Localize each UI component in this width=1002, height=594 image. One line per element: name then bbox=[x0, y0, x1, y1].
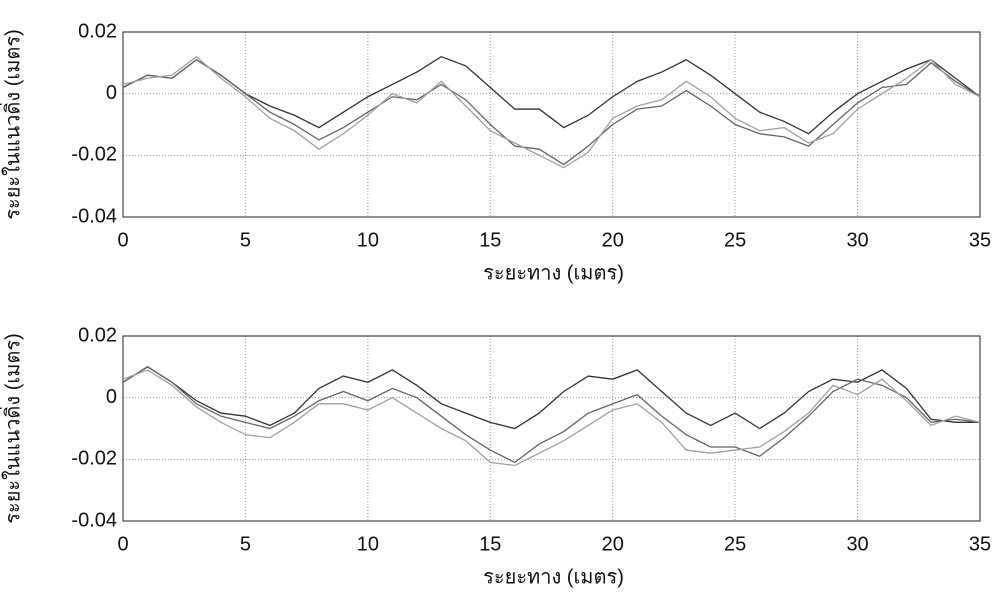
y-tick-label: -0.02 bbox=[71, 448, 117, 470]
x-axis-label: ระยะทาง (เมตร) bbox=[483, 262, 624, 284]
plot-area bbox=[123, 32, 980, 217]
x-tick-label: 0 bbox=[117, 229, 128, 251]
x-tick-label: 30 bbox=[846, 229, 868, 251]
y-tick-label: -0.04 bbox=[71, 509, 117, 531]
y-tick-label: -0.04 bbox=[71, 205, 117, 227]
plot-area bbox=[123, 336, 980, 521]
y-tick-label: 0 bbox=[106, 82, 117, 104]
x-tick-label: 5 bbox=[240, 229, 251, 251]
x-tick-label: 25 bbox=[724, 229, 746, 251]
x-tick-label: 30 bbox=[846, 533, 868, 555]
y-axis-label: ระยะในแนวดิ่ง (เมตร) bbox=[0, 333, 24, 524]
y-tick-label: 0.02 bbox=[78, 20, 117, 42]
y-tick-label: 0.02 bbox=[78, 324, 117, 346]
figure: 0.020-0.02-0.0405101520253035ระยะทาง (เม… bbox=[0, 0, 1002, 594]
x-tick-label: 5 bbox=[240, 533, 251, 555]
y-axis-label: ระยะในแนวดิ่ง (เมตร) bbox=[0, 29, 24, 220]
y-tick-label: 0 bbox=[106, 386, 117, 408]
x-tick-label: 15 bbox=[479, 229, 501, 251]
x-tick-label: 35 bbox=[969, 533, 991, 555]
x-tick-label: 10 bbox=[357, 229, 379, 251]
x-tick-label: 25 bbox=[724, 533, 746, 555]
x-tick-label: 20 bbox=[602, 533, 624, 555]
x-tick-label: 20 bbox=[602, 229, 624, 251]
x-axis-label: ระยะทาง (เมตร) bbox=[483, 566, 624, 588]
x-tick-label: 0 bbox=[117, 533, 128, 555]
x-tick-label: 35 bbox=[969, 229, 991, 251]
y-tick-label: -0.02 bbox=[71, 144, 117, 166]
x-tick-label: 10 bbox=[357, 533, 379, 555]
x-tick-label: 15 bbox=[479, 533, 501, 555]
